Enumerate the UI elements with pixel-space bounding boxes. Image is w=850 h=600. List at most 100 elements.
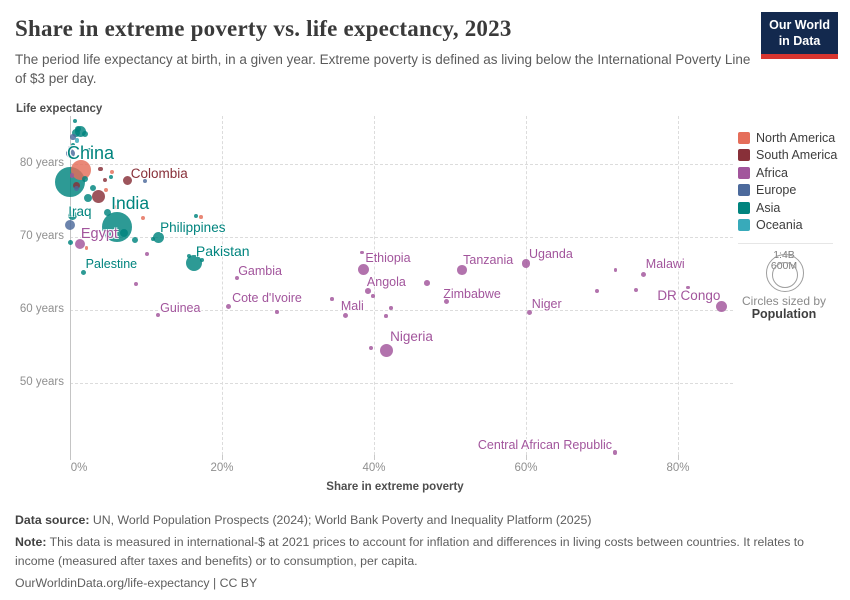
country-label-egypt[interactable]: Egypt (80, 226, 118, 243)
scatter-point-country[interactable] (109, 170, 114, 175)
scatter-point-country[interactable] (82, 176, 89, 183)
country-label-india[interactable]: India (111, 192, 150, 213)
scatter-point-country[interactable] (115, 205, 120, 210)
legend-item-oceania[interactable]: Oceania (738, 218, 803, 232)
country-label-uganda[interactable]: Uganda (529, 247, 573, 262)
country-label-iraq[interactable]: Iraq (68, 204, 92, 220)
country-label-pakistan[interactable]: Pakistan (195, 243, 250, 260)
scatter-point-tanzania[interactable] (457, 265, 467, 275)
legend-item-north-america[interactable]: North America (738, 131, 835, 145)
scatter-point-mali[interactable] (343, 312, 349, 318)
legend-item-south-america[interactable]: South America (738, 148, 837, 162)
scatter-point-country[interactable] (67, 239, 73, 245)
scatter-point-country[interactable] (634, 288, 639, 293)
scatter-point-nigeria[interactable] (379, 344, 393, 358)
legend-swatch (738, 184, 750, 197)
owid-logo[interactable]: Our World in Data (761, 12, 838, 60)
scatter-point-niger[interactable] (527, 309, 533, 315)
scatter-point-country[interactable] (74, 138, 80, 143)
scatter-point-country[interactable] (119, 229, 128, 238)
scatter-point-colombia[interactable] (123, 176, 133, 186)
scatter-point-country[interactable] (70, 159, 91, 180)
citation-line: OurWorldinData.org/life-expectancy | CC … (15, 574, 820, 592)
scatter-point-ethiopia[interactable] (357, 264, 369, 276)
scatter-point-country[interactable] (384, 314, 388, 318)
scatter-point-country[interactable] (134, 281, 139, 286)
scatter-point-country[interactable] (98, 166, 103, 172)
country-label-zimbabwe[interactable]: Zimbabwe (443, 286, 501, 301)
scatter-point-country[interactable] (65, 220, 75, 231)
country-label-philippines[interactable]: Philippines (160, 220, 226, 235)
scatter-point-country[interactable] (200, 258, 205, 263)
country-label-china[interactable]: China (67, 143, 115, 164)
scatter-point-country[interactable] (109, 175, 114, 180)
scatter-point-country[interactable] (85, 246, 89, 250)
scatter-point-country[interactable] (102, 177, 108, 183)
scatter-point-country[interactable] (70, 173, 75, 178)
scatter-point-malawi[interactable] (641, 271, 647, 277)
scatter-point-pakistan[interactable] (185, 255, 202, 272)
legend-item-europe[interactable]: Europe (738, 183, 796, 197)
scatter-point-india[interactable] (102, 211, 133, 242)
scatter-point-country[interactable] (132, 236, 139, 243)
country-label-nigeria[interactable]: Nigeria (390, 328, 433, 344)
scatter-point-country[interactable] (198, 215, 203, 220)
scatter-point-country[interactable] (194, 213, 199, 218)
scatter-point-country[interactable] (144, 251, 149, 256)
scatter-point-country[interactable] (87, 148, 91, 152)
country-label-angola[interactable]: Angola (366, 275, 406, 290)
country-label-colombia[interactable]: Colombia (130, 165, 188, 181)
country-label-palestine[interactable]: Palestine (85, 257, 138, 272)
scatter-point-country[interactable] (594, 289, 599, 294)
scatter-point-country[interactable] (150, 237, 155, 242)
scatter-point-country[interactable] (388, 306, 393, 310)
citation-link[interactable]: OurWorldinData.org/life-expectancy (15, 576, 210, 591)
scatter-point-country[interactable] (143, 178, 148, 183)
scatter-point-country[interactable] (92, 190, 106, 204)
scatter-point-country[interactable] (330, 297, 334, 301)
scatter-point-uganda[interactable] (521, 258, 531, 268)
scatter-point-country[interactable] (274, 310, 279, 314)
legend-item-africa[interactable]: Africa (738, 166, 788, 180)
scatter-point-country[interactable] (187, 253, 192, 258)
country-label-malawi[interactable]: Malawi (645, 257, 685, 272)
scatter-point-philippines[interactable] (152, 231, 164, 243)
scatter-point-country[interactable] (360, 250, 364, 255)
scatter-point-country[interactable] (103, 188, 108, 193)
scatter-point-egypt[interactable] (74, 239, 85, 250)
scatter-point-country[interactable] (140, 216, 145, 221)
country-label-gambia[interactable]: Gambia (238, 263, 282, 278)
country-label-mali[interactable]: Mali (340, 299, 364, 314)
scatter-point-country[interactable] (73, 118, 78, 123)
scatter-point-country[interactable] (73, 186, 79, 192)
country-label-central-african-republic[interactable]: Central African Republic (477, 438, 613, 453)
scatter-point-angola[interactable] (365, 288, 371, 294)
scatter-point-country[interactable] (82, 131, 89, 138)
scatter-point-cote-d-ivoire[interactable] (225, 303, 231, 309)
scatter-point-country[interactable] (613, 268, 618, 272)
scatter-point-central-african-republic[interactable] (612, 450, 618, 455)
scatter-point-country[interactable] (424, 280, 430, 286)
scatter-point-country[interactable] (70, 134, 76, 140)
scatter-point-country[interactable] (75, 125, 82, 132)
scatter-point-country[interactable] (103, 208, 111, 216)
country-label-niger[interactable]: Niger (531, 297, 562, 312)
scatter-point-country[interactable] (371, 294, 376, 298)
country-label-cote-d-ivoire[interactable]: Cote d'Ivoire (232, 291, 302, 306)
scatter-point-iraq[interactable] (67, 210, 77, 220)
scatter-point-country[interactable] (368, 345, 374, 351)
legend-item-asia[interactable]: Asia (738, 201, 780, 215)
scatter-point-zimbabwe[interactable] (443, 299, 449, 305)
scatter-point-country[interactable] (84, 194, 93, 203)
scatter-point-country[interactable] (89, 185, 96, 192)
country-label-tanzania[interactable]: Tanzania (463, 252, 514, 267)
scatter-point-dr-congo[interactable] (715, 300, 727, 312)
scatter-point-country[interactable] (70, 143, 76, 149)
scatter-point-guinea[interactable] (155, 312, 161, 318)
country-label-dr-congo[interactable]: DR Congo (657, 288, 721, 304)
scatter-point-country[interactable] (686, 285, 690, 290)
country-label-ethiopia[interactable]: Ethiopia (365, 250, 411, 265)
scatter-point-palestine[interactable] (81, 269, 87, 275)
country-label-guinea[interactable]: Guinea (160, 301, 201, 316)
scatter-point-gambia[interactable] (235, 275, 240, 281)
